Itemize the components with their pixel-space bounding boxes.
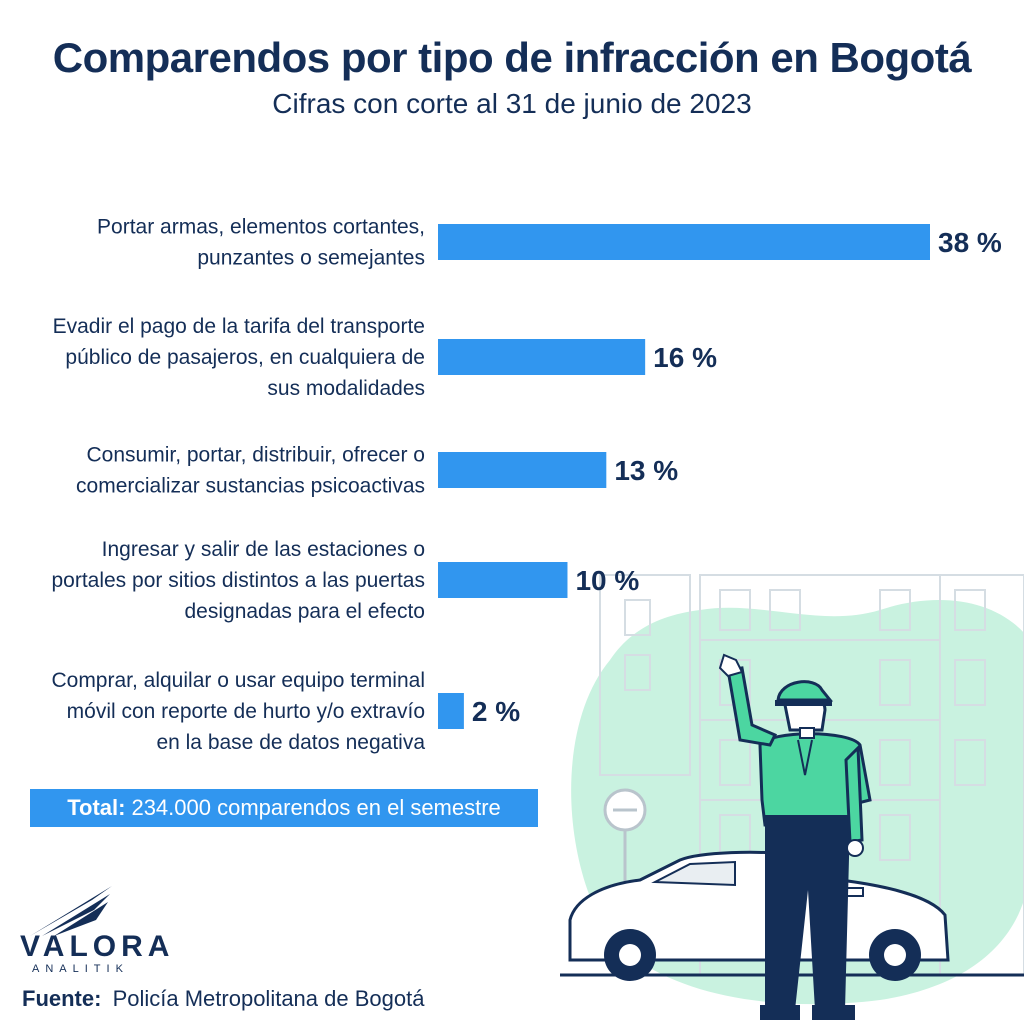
bar-4 [438, 693, 464, 729]
total-label: Total: [67, 795, 126, 820]
valora-logo-icon [30, 886, 112, 936]
bar-3 [438, 562, 568, 598]
category-label-2-line-1: comercializar sustancias psicoactivas [76, 475, 425, 498]
value-label-0: 38 % [938, 227, 1002, 258]
chart-subtitle: Cifras con corte al 31 de junio de 2023 [272, 88, 752, 119]
no-entry-sign-icon [603, 788, 647, 900]
bar-2 [438, 452, 607, 488]
traffic-officer [718, 653, 872, 1020]
category-label-3-line-1: portales por sitios distintos a las puer… [51, 569, 425, 592]
category-label-0-line-1: punzantes o semejantes [197, 247, 425, 270]
category-label-3-line-2: designadas para el efecto [184, 600, 425, 623]
bar-1 [438, 339, 646, 375]
category-label-1-line-2: sus modalidades [267, 377, 425, 400]
logo-name: VALORA [20, 930, 175, 963]
value-label-2: 13 % [614, 455, 678, 486]
category-label-0-line-0: Portar armas, elementos cortantes, [97, 216, 425, 239]
total-box: Total: 234.000 comparendos en el semestr… [30, 789, 538, 827]
category-label-4-line-2: en la base de datos negativa [156, 731, 425, 754]
source-text: Policía Metropolitana de Bogotá [112, 986, 425, 1011]
bar-0 [438, 224, 930, 260]
category-label-1-line-0: Evadir el pago de la tarifa del transpor… [53, 315, 425, 338]
value-label-4: 2 % [472, 696, 520, 727]
total-text: 234.000 comparendos en el semestre [131, 795, 501, 820]
chart-title: Comparendos por tipo de infracción en Bo… [52, 34, 972, 81]
category-label-4-line-1: móvil con reporte de hurto y/o extravío [67, 700, 425, 723]
category-label-3-line-0: Ingresar y salir de las estaciones o [102, 538, 425, 561]
value-label-3: 10 % [575, 565, 639, 596]
bar-chart: 38 % Portar armas, elementos cortantes, pu… [51, 216, 1002, 755]
logo-subtitle: ANALITIK [32, 963, 129, 975]
category-label-2-line-0: Consumir, portar, distribuir, ofrecer o [87, 444, 425, 467]
source: Fuente: Policía Metropolitana de Bogotá [22, 986, 424, 1012]
source-label: Fuente: [22, 986, 102, 1011]
category-label-1-line-1: público de pasajeros, en cualquiera de [65, 346, 425, 369]
value-label-1: 16 % [653, 342, 717, 373]
category-label-4-line-0: Comprar, alquilar o usar equipo terminal [51, 669, 425, 692]
car-icon [560, 850, 1024, 981]
